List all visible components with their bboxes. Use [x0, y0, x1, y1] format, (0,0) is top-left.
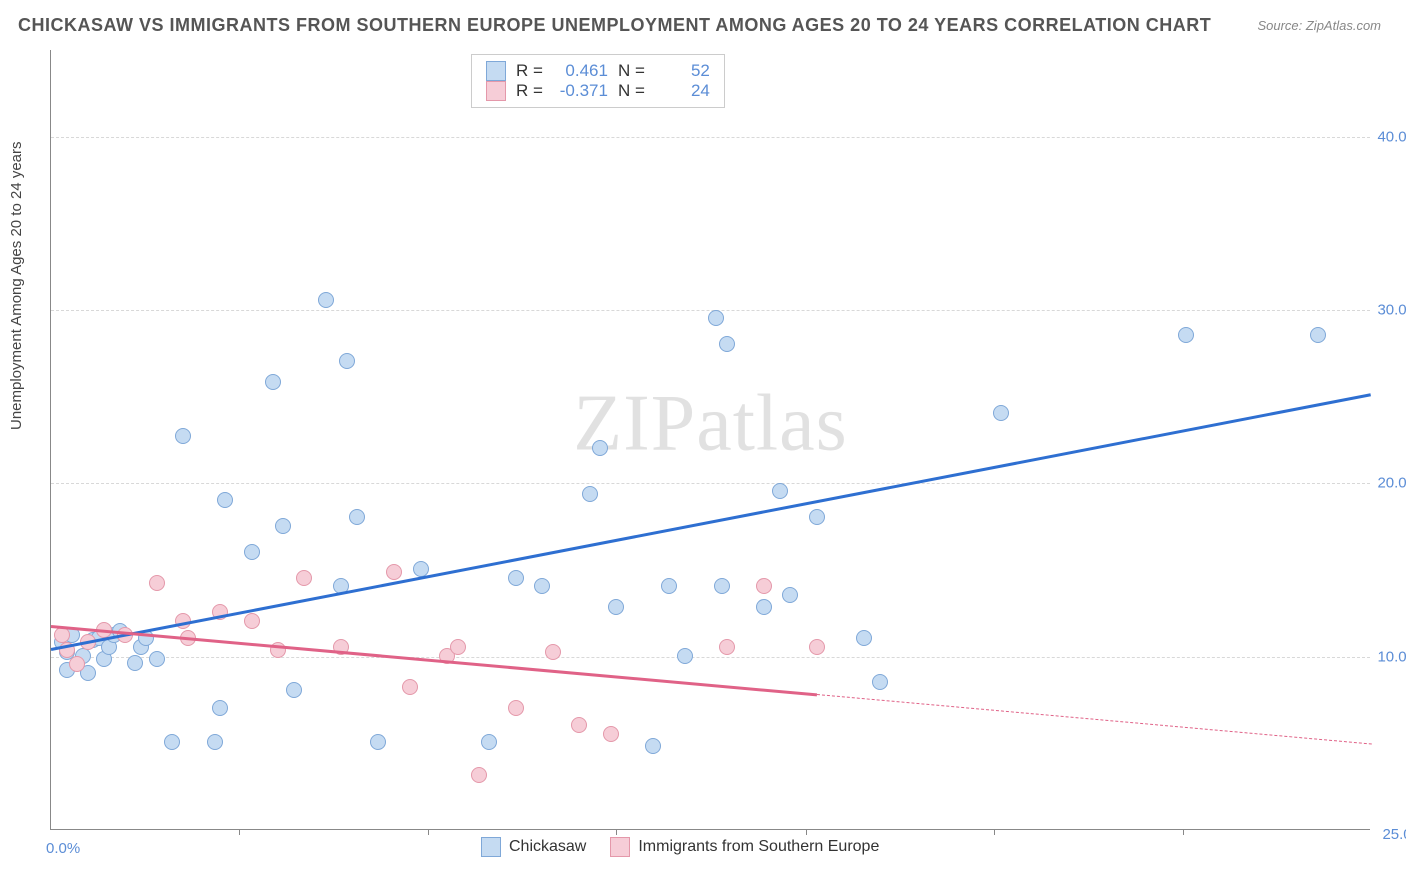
- gridline: [51, 657, 1370, 658]
- data-point: [217, 492, 233, 508]
- data-point: [508, 570, 524, 586]
- data-point: [1178, 327, 1194, 343]
- series-legend: Chickasaw Immigrants from Southern Europ…: [481, 837, 879, 857]
- legend-swatch-2: [486, 81, 506, 101]
- data-point: [603, 726, 619, 742]
- data-point: [481, 734, 497, 750]
- legend-swatch-immigrants: [610, 837, 630, 857]
- data-point: [592, 440, 608, 456]
- data-point: [571, 717, 587, 733]
- data-point: [450, 639, 466, 655]
- data-point: [149, 575, 165, 591]
- data-point: [212, 700, 228, 716]
- data-point: [608, 599, 624, 615]
- data-point: [402, 679, 418, 695]
- data-point: [318, 292, 334, 308]
- data-point: [993, 405, 1009, 421]
- correlation-chart: CHICKASAW VS IMMIGRANTS FROM SOUTHERN EU…: [0, 0, 1406, 892]
- data-point: [207, 734, 223, 750]
- trend-line: [51, 393, 1371, 650]
- data-point: [386, 564, 402, 580]
- data-point: [471, 767, 487, 783]
- data-point: [164, 734, 180, 750]
- data-point: [714, 578, 730, 594]
- data-point: [349, 509, 365, 525]
- data-point: [545, 644, 561, 660]
- y-tick-label: 10.0%: [1377, 648, 1406, 665]
- data-point: [244, 613, 260, 629]
- data-point: [127, 655, 143, 671]
- data-point: [756, 599, 772, 615]
- data-point: [265, 374, 281, 390]
- data-point: [339, 353, 355, 369]
- data-point: [872, 674, 888, 690]
- data-point: [756, 578, 772, 594]
- y-tick-label: 30.0%: [1377, 302, 1406, 319]
- data-point: [708, 310, 724, 326]
- data-point: [370, 734, 386, 750]
- data-point: [856, 630, 872, 646]
- plot-area: ZIPatlas R = 0.461 N = 52 R = -0.371 N =…: [50, 50, 1370, 830]
- data-point: [54, 627, 70, 643]
- data-point: [782, 587, 798, 603]
- x-tick: [1183, 829, 1184, 835]
- x-tick: [806, 829, 807, 835]
- chart-title: CHICKASAW VS IMMIGRANTS FROM SOUTHERN EU…: [18, 15, 1211, 36]
- data-point: [719, 336, 735, 352]
- data-point: [719, 639, 735, 655]
- data-point: [582, 486, 598, 502]
- y-tick-label: 20.0%: [1377, 475, 1406, 492]
- correlation-legend: R = 0.461 N = 52 R = -0.371 N = 24: [471, 54, 725, 108]
- data-point: [296, 570, 312, 586]
- x-tick: [616, 829, 617, 835]
- legend-item-chickasaw: Chickasaw: [481, 837, 586, 857]
- data-point: [809, 509, 825, 525]
- data-point: [508, 700, 524, 716]
- y-axis-label: Unemployment Among Ages 20 to 24 years: [8, 141, 25, 430]
- legend-swatch-1: [486, 61, 506, 81]
- gridline: [51, 137, 1370, 138]
- data-point: [645, 738, 661, 754]
- data-point: [1310, 327, 1326, 343]
- x-tick-label: 0.0%: [46, 840, 80, 857]
- trend-line: [817, 694, 1371, 744]
- data-point: [661, 578, 677, 594]
- watermark: ZIPatlas: [573, 378, 848, 469]
- data-point: [69, 656, 85, 672]
- x-tick: [994, 829, 995, 835]
- data-point: [149, 651, 165, 667]
- gridline: [51, 483, 1370, 484]
- x-tick-label: 25.0%: [1382, 826, 1406, 843]
- data-point: [275, 518, 291, 534]
- data-point: [175, 428, 191, 444]
- data-point: [809, 639, 825, 655]
- data-point: [244, 544, 260, 560]
- source-attribution: Source: ZipAtlas.com: [1257, 18, 1381, 33]
- x-tick: [239, 829, 240, 835]
- legend-item-immigrants: Immigrants from Southern Europe: [610, 837, 879, 857]
- y-tick-label: 40.0%: [1377, 128, 1406, 145]
- data-point: [677, 648, 693, 664]
- data-point: [772, 483, 788, 499]
- data-point: [534, 578, 550, 594]
- legend-row-2: R = -0.371 N = 24: [486, 81, 710, 101]
- legend-swatch-chickasaw: [481, 837, 501, 857]
- x-tick: [428, 829, 429, 835]
- data-point: [286, 682, 302, 698]
- trend-line: [51, 625, 817, 696]
- legend-row-1: R = 0.461 N = 52: [486, 61, 710, 81]
